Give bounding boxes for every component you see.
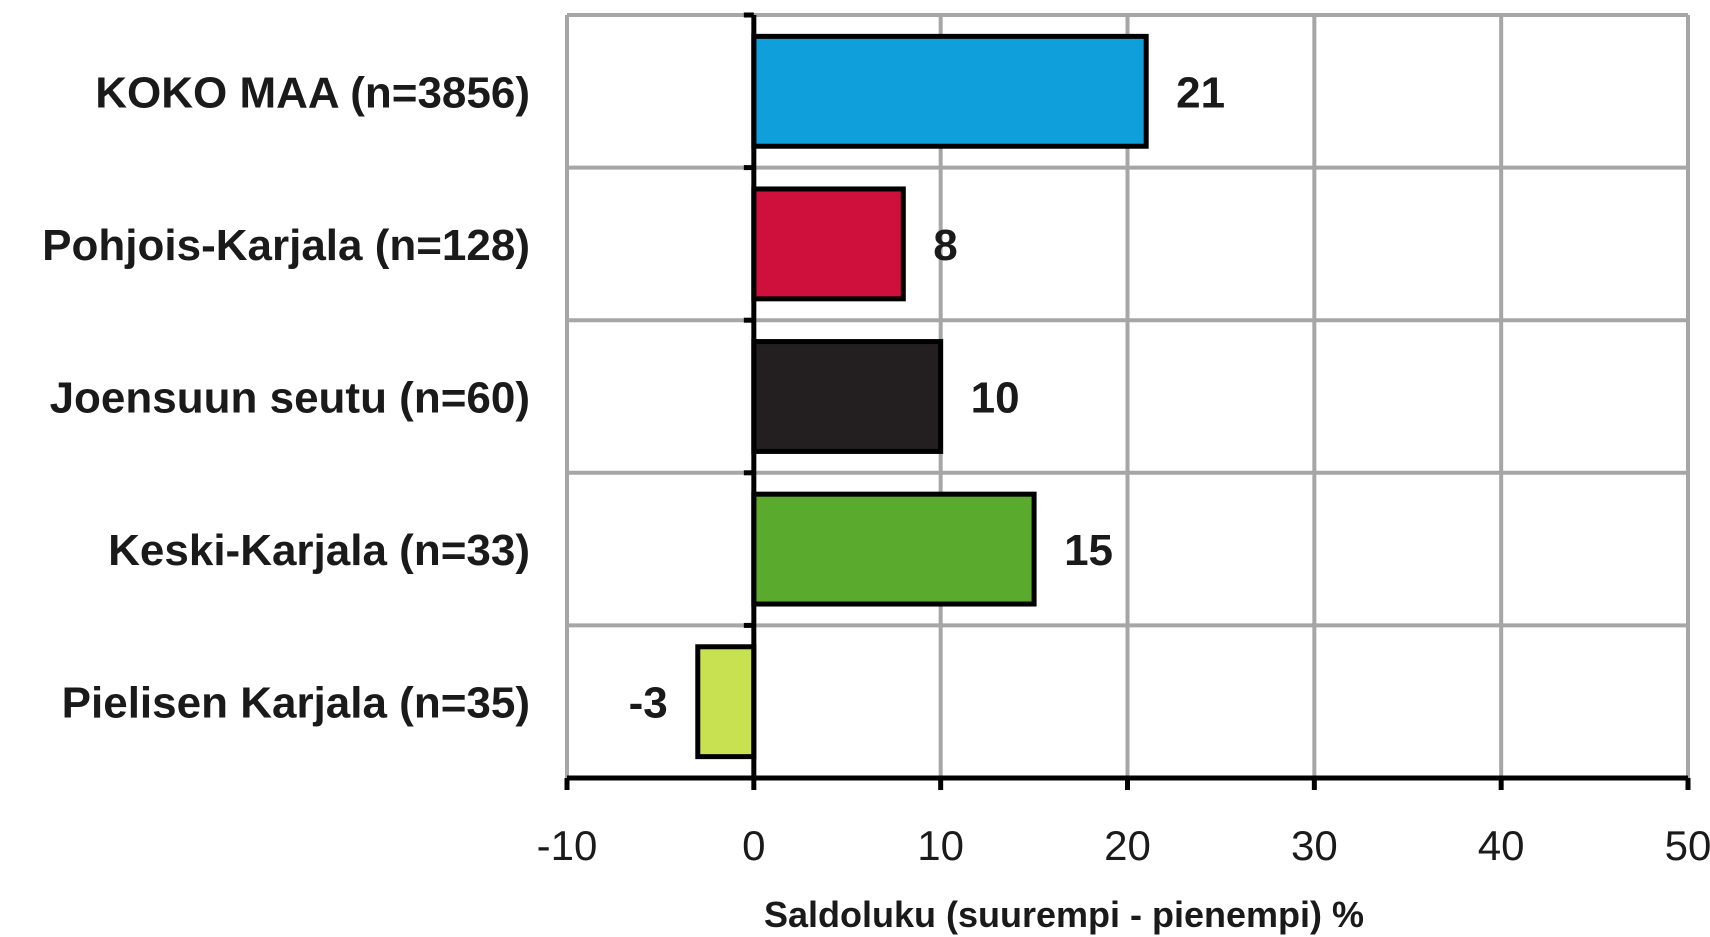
data-label: 8 [933, 221, 957, 270]
bars [695, 33, 1149, 760]
bar [751, 33, 1149, 149]
x-tick-label: 30 [1291, 822, 1338, 869]
category-label: KOKO MAA (n=3856) [95, 68, 530, 117]
category-label: Pielisen Karjala (n=35) [62, 679, 530, 728]
axes [564, 12, 1691, 790]
bar [751, 339, 944, 454]
data-label: 15 [1064, 526, 1113, 575]
data-label: -3 [629, 679, 668, 728]
data-label: 10 [971, 374, 1020, 423]
bar [695, 644, 757, 760]
x-axis-title: Saldoluku (suurempi - pienempi) % [764, 894, 1364, 935]
x-tick-label: 10 [917, 822, 964, 869]
x-tick-label: -10 [537, 822, 598, 869]
data-label: 21 [1176, 68, 1225, 117]
x-tick-label: 40 [1478, 822, 1525, 869]
x-tick-label: 20 [1104, 822, 1151, 869]
category-label: Keski-Karjala (n=33) [108, 526, 530, 575]
category-label: Joensuun seutu (n=60) [50, 374, 530, 423]
labels: 21 KOKO MAA (n=3856) 8 Pohjois-Karjala (n=1… [42, 68, 1710, 869]
category-label: Pohjois-Karjala (n=128) [42, 221, 530, 270]
bar [751, 491, 1037, 607]
bar [751, 186, 906, 302]
x-tick-label: 0 [742, 822, 765, 869]
x-tick-label: 50 [1665, 822, 1710, 869]
